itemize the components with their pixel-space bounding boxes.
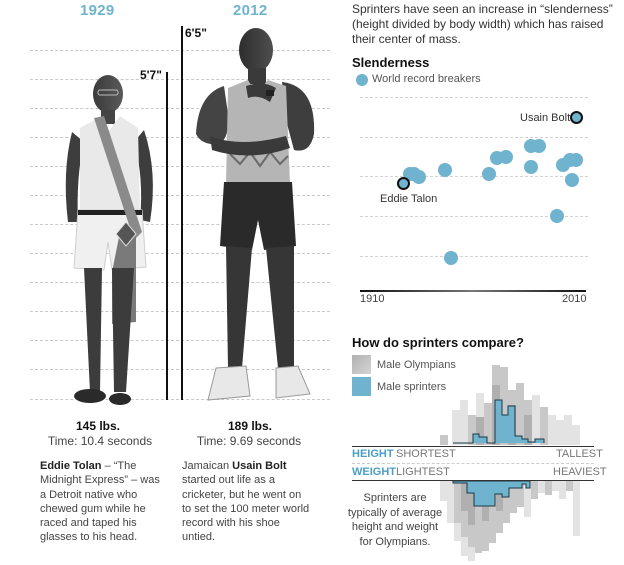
compare-note: Sprinters are typically of average heigh… — [347, 492, 443, 548]
bolt-height-label: 6'5" — [185, 26, 207, 40]
weight-max-label: HEAVIEST — [553, 466, 607, 478]
tolan-height-line — [166, 72, 168, 400]
intro-text: Sprinters have seen an increase in “slen… — [352, 2, 613, 46]
height-label: HEIGHT — [352, 448, 394, 460]
slenderness-legend: World record breakers — [372, 73, 481, 85]
year-1929: 1929 — [80, 2, 115, 19]
eddie-tolan-photo — [65, 75, 153, 405]
bolt-bio-text: started out life as a cricketer, but he … — [182, 474, 310, 544]
bolt-bio: Jamaican Usain Bolt started out life as … — [182, 459, 312, 545]
bolt-bio-prefix: Jamaican — [182, 460, 233, 472]
sprinters-swatch-icon — [352, 377, 371, 396]
usain-bolt-photo — [196, 28, 315, 401]
x-tick-1910: 1910 — [360, 293, 385, 305]
bolt-time: Time: 9.69 seconds — [196, 434, 302, 448]
height-min-label: SHORTEST — [396, 448, 456, 460]
tolan-weight: 145 lbs. — [75, 419, 121, 433]
usain-bolt-dot — [570, 111, 583, 124]
bolt-bio-name: Usain Bolt — [232, 460, 287, 472]
height-max-label: TALLEST — [556, 448, 603, 460]
slenderness-x-axis — [360, 290, 586, 292]
bolt-height-line — [181, 26, 183, 400]
annotation-usain-bolt: Usain Bolt — [520, 112, 571, 124]
legend-sprinters: Male sprinters — [377, 381, 447, 393]
weight-min-label: LIGHTEST — [396, 466, 450, 478]
compare-title: How do sprinters compare? — [352, 335, 524, 350]
tolan-time: Time: 10.4 seconds — [47, 434, 153, 448]
tolan-height-label: 5'7" — [140, 68, 162, 82]
weight-histogram — [440, 481, 580, 561]
annotation-eddie-talon: Eddie Talon — [380, 193, 438, 205]
bolt-weight: 189 lbs. — [227, 419, 273, 433]
height-axis-line — [352, 446, 594, 447]
tolan-bio-text: – “The Midnight Express” – was a Detroit… — [40, 460, 160, 544]
legend-olympians: Male Olympians — [377, 359, 456, 371]
legend-dot-icon — [356, 74, 368, 86]
eddie-talon-dot — [397, 177, 410, 190]
x-tick-2010: 2010 — [562, 293, 587, 305]
slenderness-title: Slenderness — [352, 55, 430, 70]
year-2012: 2012 — [233, 2, 268, 19]
height-histogram — [440, 365, 580, 445]
axis-divider — [352, 463, 594, 464]
tolan-bio: Eddie Tolan – “The Midnight Express” – w… — [40, 459, 165, 545]
tolan-bio-name: Eddie Tolan — [40, 460, 102, 472]
weight-label: WEIGHT — [352, 466, 396, 478]
olympians-swatch-icon — [352, 355, 371, 374]
